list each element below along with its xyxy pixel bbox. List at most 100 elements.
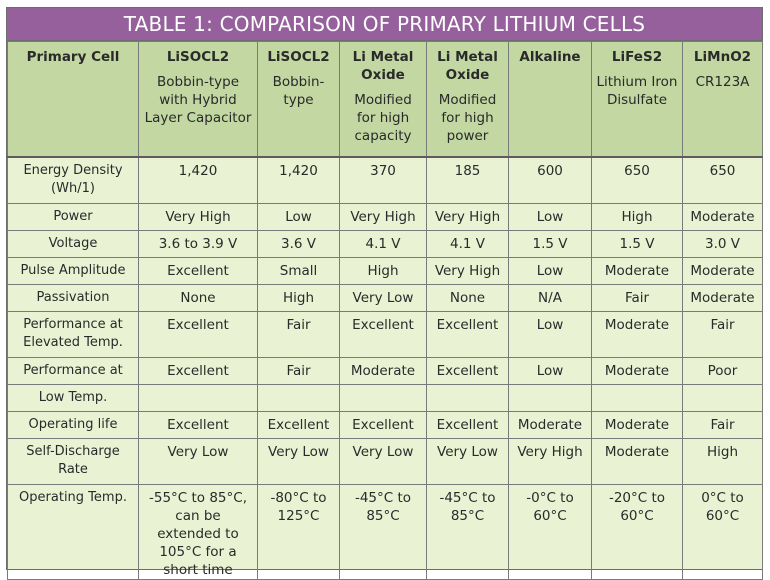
- table-cell: High: [591, 202, 683, 231]
- table-cell: [138, 383, 258, 412]
- header-subtitle: Bobbin-type with Hybrid Layer Capacitor: [144, 74, 252, 126]
- table-cell: 0°C to 60°C: [682, 483, 763, 580]
- row-label: Pulse Amplitude: [7, 256, 139, 285]
- table-cell: Very High: [426, 256, 509, 285]
- row-label: Performance at: [7, 356, 139, 385]
- row-label: Energy Density (Wh/1): [7, 156, 139, 204]
- table-cell: High: [339, 256, 427, 285]
- table-row-operating-temp: Operating Temp. -55°C to 85°C, can be ex…: [7, 483, 763, 580]
- table-cell: [426, 383, 509, 412]
- header-name: Alkaline: [519, 49, 581, 65]
- table-row-pulse-amplitude: Pulse Amplitude Excellent Small High Ver…: [7, 256, 763, 285]
- table-cell: Small: [257, 256, 340, 285]
- table-cell: Moderate: [591, 310, 683, 358]
- table-row-energy-density: Energy Density (Wh/1) 1,420 1,420 370 18…: [7, 156, 763, 204]
- table-cell: Excellent: [426, 410, 509, 439]
- table-cell: Low: [508, 256, 592, 285]
- header-subtitle: Bobbin-type: [272, 74, 325, 108]
- header-subtitle: Modified for high power: [438, 92, 497, 144]
- table-cell: -45°C to 85°C: [426, 483, 509, 580]
- table-cell: 1,420: [138, 156, 258, 204]
- header-row: Primary Cell LiSOCL2 Bobbin-type with Hyb…: [7, 41, 763, 158]
- header-li-metal-oxide-capacity: Li Metal Oxide Modified for high capacity: [339, 41, 427, 158]
- header-lisocl2-hlc: LiSOCL2 Bobbin-type with Hybrid Layer Cap…: [138, 41, 258, 158]
- table-cell: -80°C to 125°C: [257, 483, 340, 580]
- header-name: Li Metal Oxide: [437, 49, 498, 83]
- table-row-voltage: Voltage 3.6 to 3.9 V 3.6 V 4.1 V 4.1 V 1…: [7, 229, 763, 258]
- table-cell: 185: [426, 156, 509, 204]
- table-cell: Excellent: [426, 356, 509, 385]
- header-name: Primary Cell: [26, 49, 120, 65]
- table-cell: Low: [508, 310, 592, 358]
- table-row-passivation: Passivation None High Very Low None N/A …: [7, 283, 763, 312]
- table-cell: Very High: [426, 202, 509, 231]
- row-label: Voltage: [7, 229, 139, 258]
- table-row-low-temp-b: Low Temp.: [7, 383, 763, 412]
- table-cell: 650: [591, 156, 683, 204]
- row-label: Passivation: [7, 283, 139, 312]
- table-cell: N/A: [508, 283, 592, 312]
- table-cell: Moderate: [591, 437, 683, 485]
- header-lifes2: LiFeS2 Lithium Iron Disulfate: [591, 41, 683, 158]
- row-label: Performance at Elevated Temp.: [7, 310, 139, 358]
- table-cell: Excellent: [138, 410, 258, 439]
- table-cell: -20°C to 60°C: [591, 483, 683, 580]
- header-li-metal-oxide-power: Li Metal Oxide Modified for high power: [426, 41, 509, 158]
- table-cell: Fair: [257, 310, 340, 358]
- row-label: Operating Temp.: [7, 483, 139, 580]
- table-row-power: Power Very High Low Very High Very High …: [7, 202, 763, 231]
- table-cell: High: [257, 283, 340, 312]
- table-cell: Moderate: [591, 410, 683, 439]
- table-cell: Excellent: [138, 356, 258, 385]
- table-cell: 600: [508, 156, 592, 204]
- table-cell: High: [682, 437, 763, 485]
- table-cell: 4.1 V: [426, 229, 509, 258]
- table-cell: [257, 383, 340, 412]
- table-cell: 1.5 V: [591, 229, 683, 258]
- row-label: Power: [7, 202, 139, 231]
- table-cell: Very Low: [257, 437, 340, 485]
- table-cell: Excellent: [426, 310, 509, 358]
- table-cell: Fair: [591, 283, 683, 312]
- table-cell: Very High: [339, 202, 427, 231]
- header-lisocl2-bobbin: LiSOCL2 Bobbin-type: [257, 41, 340, 158]
- table-cell: Excellent: [339, 410, 427, 439]
- header-primary-cell: Primary Cell: [7, 41, 139, 158]
- comparison-table: Primary Cell LiSOCL2 Bobbin-type with Hyb…: [7, 41, 763, 580]
- table-cell: Very Low: [339, 437, 427, 485]
- table-cell: Fair: [257, 356, 340, 385]
- table-cell: [682, 383, 763, 412]
- table-cell: Excellent: [257, 410, 340, 439]
- table-row-low-temp-a: Performance at Excellent Fair Moderate E…: [7, 356, 763, 385]
- table-row-self-discharge: Self-Discharge Rate Very Low Very Low Ve…: [7, 437, 763, 485]
- header-limno2: LiMnO2 CR123A: [682, 41, 763, 158]
- header-subtitle: Lithium Iron Disulfate: [596, 74, 678, 108]
- table-cell: Very Low: [339, 283, 427, 312]
- table-cell: Moderate: [682, 256, 763, 285]
- table-cell: Low: [508, 202, 592, 231]
- table-cell: None: [138, 283, 258, 312]
- row-label: Low Temp.: [7, 383, 139, 412]
- table-cell: [339, 383, 427, 412]
- row-label: Operating life: [7, 410, 139, 439]
- table-cell: 3.0 V: [682, 229, 763, 258]
- table-cell: -45°C to 85°C: [339, 483, 427, 580]
- table-row-operating-life: Operating life Excellent Excellent Excel…: [7, 410, 763, 439]
- header-alkaline: Alkaline: [508, 41, 592, 158]
- table-cell: 1.5 V: [508, 229, 592, 258]
- table-cell: Moderate: [339, 356, 427, 385]
- table-cell: [591, 383, 683, 412]
- table-cell: Moderate: [591, 356, 683, 385]
- table-cell: Fair: [682, 410, 763, 439]
- header-name: LiFeS2: [611, 49, 663, 65]
- table-cell: 3.6 V: [257, 229, 340, 258]
- header-subtitle: Modified for high capacity: [354, 92, 412, 144]
- table-cell: 1,420: [257, 156, 340, 204]
- table-cell: Very High: [138, 202, 258, 231]
- table-cell: Very Low: [426, 437, 509, 485]
- table-cell: Excellent: [138, 310, 258, 358]
- table-cell: Excellent: [339, 310, 427, 358]
- table-cell: Moderate: [591, 256, 683, 285]
- table-cell: 4.1 V: [339, 229, 427, 258]
- table-cell: 650: [682, 156, 763, 204]
